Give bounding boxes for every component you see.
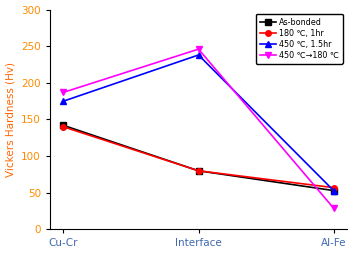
180 ℃, 1hr	[196, 169, 201, 172]
450 ℃→180 ℃	[196, 47, 201, 51]
As-bonded	[196, 169, 201, 172]
Line: 450 ℃, 1.5hr: 450 ℃, 1.5hr	[61, 52, 336, 193]
180 ℃, 1hr	[331, 186, 336, 189]
180 ℃, 1hr	[61, 125, 66, 128]
As-bonded	[61, 124, 66, 127]
Legend: As-bonded, 180 ℃, 1hr, 450 ℃, 1.5hr, 450 ℃→180 ℃: As-bonded, 180 ℃, 1hr, 450 ℃, 1.5hr, 450…	[256, 13, 343, 64]
As-bonded	[331, 189, 336, 192]
450 ℃→180 ℃	[331, 207, 336, 210]
Line: As-bonded: As-bonded	[61, 123, 336, 193]
Line: 180 ℃, 1hr: 180 ℃, 1hr	[61, 124, 336, 190]
Y-axis label: Vickers Hardness (Hv): Vickers Hardness (Hv)	[6, 62, 16, 177]
450 ℃, 1.5hr	[196, 54, 201, 57]
Line: 450 ℃→180 ℃: 450 ℃→180 ℃	[61, 46, 336, 211]
450 ℃→180 ℃	[61, 91, 66, 94]
450 ℃, 1.5hr	[331, 189, 336, 192]
450 ℃, 1.5hr	[61, 100, 66, 103]
